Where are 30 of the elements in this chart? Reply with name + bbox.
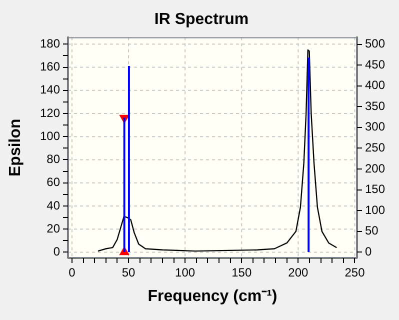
x-tick-label: 50 — [122, 266, 136, 280]
x-tick-label: 200 — [288, 266, 309, 280]
y2-tick-label: 50 — [365, 224, 379, 238]
y-tick-label: 140 — [40, 82, 60, 97]
x-axis-title: Frequency (cm⁻¹) — [148, 288, 278, 305]
y-tick-label: 160 — [40, 60, 60, 74]
y2-tick-label: 100 — [365, 202, 386, 217]
y-tick-label: 60 — [46, 175, 60, 190]
y2-tick-label: 200 — [365, 161, 386, 176]
y-tick-label: 0 — [53, 244, 60, 259]
y2-tick-label: 250 — [365, 140, 386, 155]
y-tick-label: 100 — [40, 128, 60, 143]
y2-tick-label: 400 — [365, 78, 386, 92]
y-tick-label: 180 — [40, 36, 60, 50]
x-tick-label: 150 — [232, 266, 252, 280]
y2-tick-label: 0 — [365, 244, 372, 258]
y-tick-label: 40 — [46, 198, 60, 212]
chart-title: IR Spectrum — [154, 11, 249, 28]
y2-tick-label: 500 — [365, 36, 386, 51]
y-tick-label: 120 — [40, 106, 60, 120]
x-tick-label: 250 — [344, 266, 366, 280]
y2-tick-label: 150 — [365, 182, 386, 196]
x-tick-label: 0 — [68, 266, 76, 280]
x-tick-label: 100 — [175, 266, 196, 280]
y-tick-label: 20 — [46, 221, 60, 236]
y2-tick-label: 450 — [365, 57, 386, 72]
y-axis-title: Epsilon — [7, 118, 24, 176]
y2-tick-label: 300 — [365, 120, 386, 134]
y2-tick-label: 350 — [365, 98, 386, 113]
y-tick-label: 80 — [46, 152, 60, 166]
